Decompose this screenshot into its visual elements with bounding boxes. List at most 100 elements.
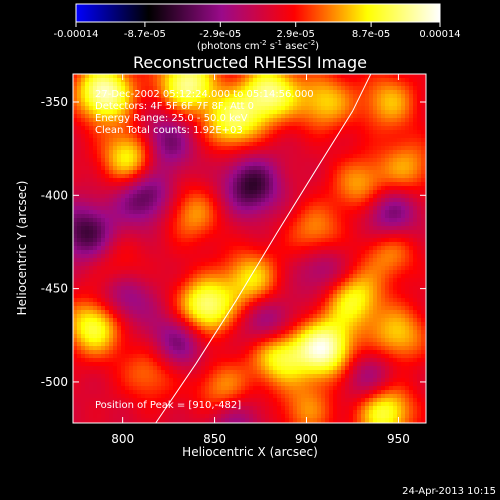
image-pixel bbox=[117, 98, 121, 102]
image-pixel bbox=[141, 306, 145, 310]
image-pixel bbox=[157, 250, 161, 254]
image-pixel bbox=[145, 286, 149, 290]
image-pixel bbox=[229, 186, 233, 190]
image-pixel bbox=[189, 90, 193, 94]
image-pixel bbox=[121, 158, 125, 162]
image-pixel bbox=[221, 318, 225, 322]
image-pixel bbox=[85, 230, 89, 234]
image-pixel bbox=[149, 198, 153, 202]
image-pixel bbox=[221, 154, 225, 158]
image-pixel bbox=[229, 294, 233, 298]
image-pixel bbox=[289, 214, 293, 218]
image-pixel bbox=[149, 174, 153, 178]
image-pixel bbox=[109, 198, 113, 202]
image-pixel bbox=[141, 158, 145, 162]
image-pixel bbox=[101, 246, 105, 250]
image-pixel bbox=[149, 330, 153, 334]
image-pixel bbox=[121, 270, 125, 274]
image-pixel bbox=[145, 142, 149, 146]
image-pixel bbox=[73, 74, 77, 78]
image-pixel bbox=[253, 358, 257, 362]
image-pixel bbox=[213, 138, 217, 142]
image-pixel bbox=[269, 346, 273, 350]
image-pixel bbox=[269, 286, 273, 290]
image-pixel bbox=[245, 206, 249, 210]
image-pixel bbox=[229, 290, 233, 294]
image-pixel bbox=[153, 246, 157, 250]
image-pixel bbox=[289, 174, 293, 178]
image-pixel bbox=[93, 106, 97, 110]
image-pixel bbox=[197, 374, 201, 378]
image-pixel bbox=[281, 274, 285, 278]
image-pixel bbox=[149, 258, 153, 262]
image-pixel bbox=[241, 170, 245, 174]
image-pixel bbox=[245, 282, 249, 286]
image-pixel bbox=[141, 118, 145, 122]
image-pixel bbox=[269, 294, 273, 298]
image-pixel bbox=[201, 142, 205, 146]
image-pixel bbox=[113, 82, 117, 86]
image-pixel bbox=[89, 334, 93, 338]
image-pixel bbox=[249, 254, 253, 258]
image-pixel bbox=[121, 162, 125, 166]
image-pixel bbox=[89, 338, 93, 342]
image-pixel bbox=[245, 358, 249, 362]
image-pixel bbox=[117, 386, 121, 390]
image-pixel bbox=[253, 414, 257, 418]
image-pixel bbox=[93, 258, 97, 262]
image-pixel bbox=[105, 226, 109, 230]
image-pixel bbox=[145, 254, 149, 258]
image-pixel bbox=[253, 138, 257, 142]
image-pixel bbox=[117, 82, 121, 86]
image-pixel bbox=[177, 382, 181, 386]
image-pixel bbox=[269, 130, 273, 134]
image-pixel bbox=[149, 262, 153, 266]
image-pixel bbox=[217, 302, 221, 306]
image-pixel bbox=[253, 250, 257, 254]
image-pixel bbox=[85, 346, 89, 350]
image-pixel bbox=[277, 298, 281, 302]
image-pixel bbox=[181, 198, 185, 202]
image-pixel bbox=[137, 254, 141, 258]
image-pixel bbox=[81, 186, 85, 190]
image-pixel bbox=[229, 382, 233, 386]
image-pixel bbox=[133, 154, 137, 158]
image-pixel bbox=[261, 218, 265, 222]
image-pixel bbox=[261, 290, 265, 294]
image-pixel bbox=[157, 206, 161, 210]
image-pixel bbox=[141, 354, 145, 358]
image-pixel bbox=[109, 374, 113, 378]
image-pixel bbox=[173, 254, 177, 258]
image-pixel bbox=[241, 290, 245, 294]
image-pixel bbox=[245, 278, 249, 282]
image-pixel bbox=[241, 326, 245, 330]
image-pixel bbox=[161, 102, 165, 106]
image-pixel bbox=[189, 106, 193, 110]
image-pixel bbox=[193, 182, 197, 186]
image-pixel bbox=[81, 94, 85, 98]
image-pixel bbox=[241, 126, 245, 130]
image-pixel bbox=[213, 162, 217, 166]
image-pixel bbox=[245, 226, 249, 230]
image-pixel bbox=[193, 294, 197, 298]
image-pixel bbox=[221, 90, 225, 94]
image-pixel bbox=[169, 246, 173, 250]
image-pixel bbox=[121, 278, 125, 282]
image-pixel bbox=[129, 182, 133, 186]
image-pixel bbox=[133, 78, 137, 82]
image-pixel bbox=[81, 414, 85, 418]
image-pixel bbox=[209, 282, 213, 286]
image-pixel bbox=[101, 254, 105, 258]
image-pixel bbox=[245, 246, 249, 250]
image-pixel bbox=[213, 382, 217, 386]
image-pixel bbox=[97, 138, 101, 142]
image-pixel bbox=[141, 166, 145, 170]
image-pixel bbox=[249, 266, 253, 270]
image-pixel bbox=[85, 150, 89, 154]
image-pixel bbox=[197, 118, 201, 122]
image-pixel bbox=[189, 234, 193, 238]
image-pixel bbox=[121, 98, 125, 102]
image-pixel bbox=[173, 410, 177, 414]
image-pixel bbox=[237, 106, 241, 110]
image-pixel bbox=[213, 266, 217, 270]
